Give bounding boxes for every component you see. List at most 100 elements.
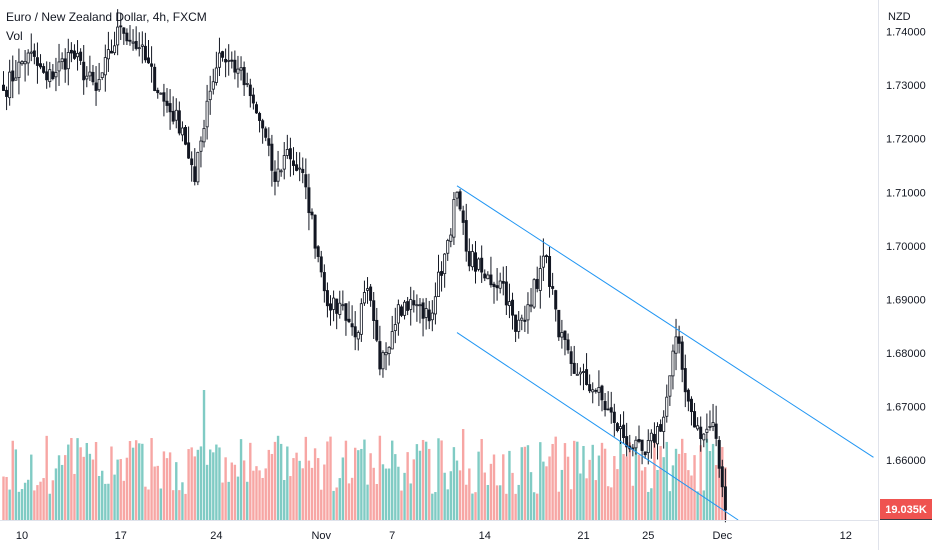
candle-body	[258, 113, 262, 121]
volume-bar	[560, 469, 564, 520]
candle-body	[248, 84, 252, 97]
candle-body	[119, 25, 123, 28]
time-axis[interactable]: 10 17 24 Nov 7 14 21 25 Dec 12	[16, 530, 852, 542]
candle-body	[440, 271, 444, 276]
candle-body	[319, 256, 323, 273]
volume-bar	[536, 493, 539, 520]
candle-body	[372, 300, 376, 321]
candle-body	[214, 67, 218, 83]
volume-bar	[693, 455, 696, 520]
candle-body	[680, 341, 684, 370]
candle-body	[489, 274, 493, 286]
candle-body	[236, 68, 240, 74]
candle-body	[146, 57, 150, 64]
volume-bar	[190, 447, 193, 520]
candle-body	[640, 439, 644, 451]
volume-bar	[418, 450, 422, 520]
candle-body	[566, 339, 570, 351]
time-tick-label: 24	[210, 530, 222, 542]
candle-body	[495, 285, 499, 289]
candles	[2, 9, 727, 523]
volume-bar	[147, 489, 150, 520]
candle-body	[54, 72, 58, 78]
candle-body	[288, 148, 292, 160]
volume-bar	[619, 440, 622, 520]
volume-bar	[548, 456, 551, 520]
candle-body	[686, 389, 690, 402]
candle-body	[588, 384, 592, 392]
volume-bar	[452, 447, 456, 520]
volume-bar	[264, 468, 267, 520]
candle-body	[270, 143, 274, 171]
volume-bar	[699, 445, 702, 520]
volume-bar	[187, 449, 190, 520]
time-tick-label: 17	[115, 530, 127, 542]
volume-bar	[597, 455, 601, 520]
volume-bar	[526, 445, 530, 520]
candle-body	[51, 71, 55, 80]
candle-body	[168, 103, 172, 113]
candle-body	[396, 304, 400, 324]
volume-bar	[79, 447, 82, 520]
volume-bar	[11, 440, 14, 520]
volume-bar	[671, 465, 675, 520]
volume-bar	[458, 470, 462, 520]
volume-bar	[566, 456, 570, 520]
volume-indicator-label[interactable]: Vol	[6, 29, 23, 43]
volume-bar	[705, 438, 709, 520]
volume-bar	[14, 449, 18, 520]
volume-bar	[113, 474, 116, 520]
volume-bar	[230, 462, 233, 520]
volume-bar	[400, 490, 403, 520]
candle-body	[514, 314, 518, 332]
volume-bar	[26, 479, 30, 520]
volume-bar	[48, 493, 51, 520]
candle-body	[612, 411, 616, 423]
volume-bar	[165, 458, 169, 520]
volume-bar	[520, 447, 523, 520]
candle-body	[461, 210, 465, 223]
price-axis[interactable]: NZD 1.74000 1.73000 1.72000 1.71000 1.70000 1…	[886, 11, 926, 467]
candle-body	[652, 433, 656, 443]
volume-bar	[51, 480, 55, 520]
candle-body	[29, 51, 33, 54]
candle-body	[301, 168, 305, 173]
volume-bar	[128, 441, 132, 520]
volume-bar	[674, 448, 678, 520]
candle-body	[387, 346, 391, 355]
volume-bar	[662, 457, 665, 520]
volume-bar	[350, 477, 354, 520]
volume-bar	[270, 453, 274, 520]
volume-bar	[344, 440, 348, 520]
candle-body	[251, 94, 255, 104]
price-tick-label: 1.71000	[886, 187, 926, 199]
volume-bar	[304, 436, 308, 520]
candle-body	[399, 306, 403, 316]
candle-body	[467, 251, 471, 267]
candle-body	[449, 234, 453, 242]
candle-body	[548, 256, 552, 287]
volume-bar	[440, 440, 443, 520]
candle-body	[298, 167, 302, 170]
candle-body	[273, 171, 277, 182]
candle-body	[711, 422, 715, 427]
volume-bar	[255, 466, 258, 520]
candle-body	[150, 63, 154, 67]
volume-bar	[434, 492, 437, 520]
candle-body	[88, 71, 92, 77]
volume-bar	[523, 446, 527, 520]
candle-body	[180, 127, 184, 136]
volume-bar	[480, 438, 483, 520]
symbol-title[interactable]: Euro / New Zealand Dollar, 4h, FXCM	[6, 10, 207, 24]
volume-tag	[880, 499, 932, 519]
volume-bar	[313, 448, 317, 520]
candle-body	[199, 140, 203, 152]
candle-body	[708, 426, 712, 428]
candle-body	[69, 49, 73, 54]
candle-body	[224, 58, 228, 63]
volume-bar	[150, 438, 153, 520]
candle-body	[23, 60, 27, 65]
